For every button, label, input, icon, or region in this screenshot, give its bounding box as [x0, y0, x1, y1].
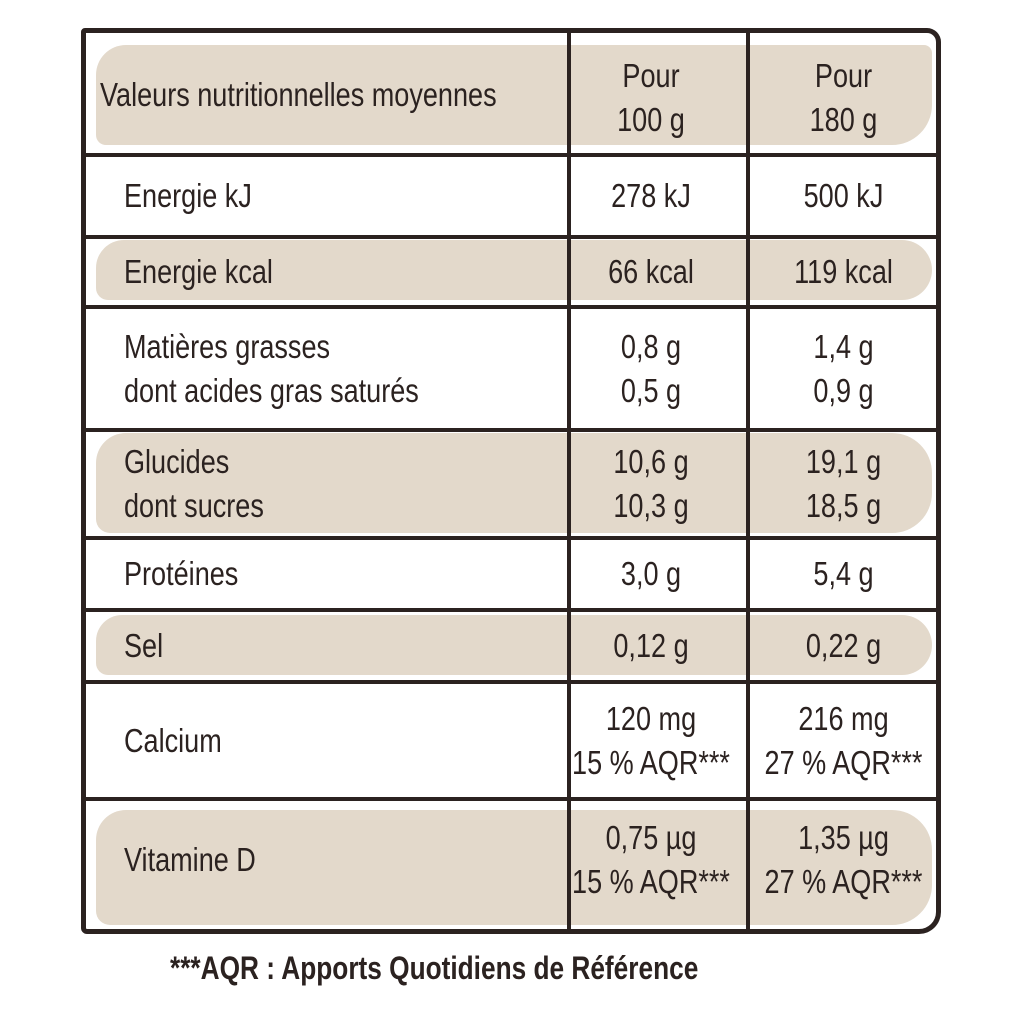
row-label-glucides: Glucides dont sucres [124, 432, 264, 536]
row-divider [86, 235, 936, 239]
header-band [96, 45, 932, 145]
row-value-100g: 120 mg 15 % AQR*** [569, 684, 733, 797]
header-label-text: Valeurs nutritionnelles moyennes [100, 76, 497, 113]
value-text: 500 kJ [803, 177, 884, 214]
row-label-text: Sel [124, 627, 164, 664]
row-value-100g: 278 kJ [569, 157, 733, 235]
value-text: 1,35 µg [798, 819, 889, 856]
aqr-percent-text: 27 % AQR*** [764, 863, 923, 900]
row-label-proteines: Protéines [124, 540, 238, 608]
value-text: 3,0 g [620, 555, 682, 592]
row-value-180g: 500 kJ [759, 157, 927, 235]
value-text: 278 kJ [611, 177, 691, 214]
row-label-calcium: Calcium [124, 684, 222, 797]
value-text: 0,9 g [813, 371, 874, 409]
aqr-percent-text: 15 % AQR*** [572, 743, 730, 781]
row-label-vitamine-d: Vitamine D [124, 801, 256, 919]
row-label-text: Vitamine D [124, 841, 256, 878]
row-sublabel-text: dont acides gras saturés [124, 371, 419, 409]
row-value-100g: 66 kcal [569, 239, 733, 305]
value-text: 10,6 g [613, 443, 689, 480]
row-label-text: Protéines [124, 555, 239, 592]
value-text: 0,5 g [620, 371, 682, 409]
header-col-100g: Pour 100 g [569, 45, 733, 151]
row-label-text: Matières grasses [124, 327, 331, 365]
column-divider [567, 33, 571, 929]
row-value-180g: 216 mg 27 % AQR*** [759, 684, 927, 797]
row-value-100g: 0,8 g 0,5 g [569, 309, 733, 428]
value-text: 10,3 g [613, 487, 689, 524]
row-value-180g: 5,4 g [759, 540, 927, 608]
value-text: 0,22 g [805, 627, 882, 664]
row-value-180g: 0,22 g [759, 612, 927, 680]
row-divider [86, 608, 936, 612]
aqr-footnote: ***AQR : Apports Quotidiens de Référence [170, 950, 699, 986]
column-divider [746, 33, 750, 929]
row-divider [86, 153, 936, 157]
row-value-100g: 10,6 g 10,3 g [569, 432, 733, 536]
row-value-180g: 1,4 g 0,9 g [759, 309, 927, 428]
row-value-100g: 3,0 g [569, 540, 733, 608]
row-label-energie-kj: Energie kJ [124, 157, 252, 235]
row-label-text: Glucides [124, 443, 230, 480]
header-col-180g-line1: Pour [814, 57, 873, 94]
value-text: 5,4 g [813, 555, 874, 592]
row-label-text: Energie kJ [124, 177, 252, 214]
aqr-percent-text: 27 % AQR*** [764, 743, 923, 781]
header-col-100g-line1: Pour [622, 57, 680, 94]
row-label-text: Calcium [124, 721, 222, 759]
row-divider [86, 680, 936, 684]
value-text: 66 kcal [608, 253, 694, 290]
nutrition-table: Valeurs nutritionnelles moyennes Pour 10… [81, 28, 941, 934]
row-divider [86, 536, 936, 540]
row-band-vitamine-d [96, 810, 932, 925]
row-value-100g: 0,12 g [569, 612, 733, 680]
row-band-sel [96, 615, 932, 675]
row-band-glucides [96, 433, 932, 533]
value-text: 18,5 g [805, 487, 882, 524]
row-divider [86, 305, 936, 309]
value-text: 0,12 g [613, 627, 689, 664]
header-col-100g-line2: 100 g [617, 101, 685, 138]
row-sublabel-text: dont sucres [124, 487, 264, 524]
aqr-percent-text: 15 % AQR*** [572, 863, 730, 900]
header-label: Valeurs nutritionnelles moyennes [100, 45, 497, 145]
row-label-energie-kcal: Energie kcal [124, 239, 273, 305]
value-text: 19,1 g [805, 443, 882, 480]
value-text: 120 mg [605, 699, 697, 737]
value-text: 216 mg [798, 699, 889, 737]
row-value-180g: 19,1 g 18,5 g [759, 432, 927, 536]
row-band-energie-kcal [96, 240, 932, 300]
row-value-180g: 1,35 µg 27 % AQR*** [759, 801, 927, 919]
value-text: 1,4 g [813, 327, 874, 365]
row-label-sel: Sel [124, 612, 163, 680]
row-value-180g: 119 kcal [759, 239, 927, 305]
header-col-180g-line2: 180 g [809, 101, 878, 138]
row-value-100g: 0,75 µg 15 % AQR*** [569, 801, 733, 919]
row-divider [86, 428, 936, 432]
header-col-180g: Pour 180 g [759, 45, 927, 151]
row-label-matieres-grasses: Matières grasses dont acides gras saturé… [124, 309, 419, 428]
value-text: 119 kcal [794, 253, 893, 290]
value-text: 0,75 µg [605, 819, 697, 856]
row-label-text: Energie kcal [124, 253, 273, 290]
value-text: 0,8 g [620, 327, 682, 365]
row-divider [86, 797, 936, 801]
